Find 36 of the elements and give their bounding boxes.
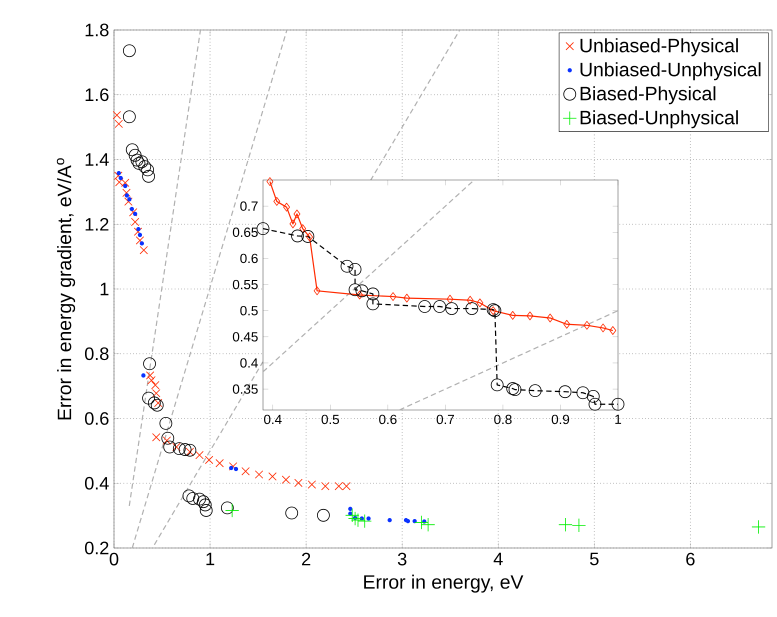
y-tick-label: 0.35 [232, 384, 258, 394]
y-axis-title: Error in energy gradient, eV/A$^{o}$ [56, 158, 76, 420]
y-tick-label: 0.4 [84, 476, 109, 490]
legend-label: Biased-Physical [580, 86, 716, 104]
y-tick-label: 0.45 [232, 332, 258, 342]
x-axis-title: Error in energy, eV [364, 574, 524, 593]
x-tick-label: 0.7 [436, 414, 454, 424]
x-tick-label: 2 [302, 552, 310, 566]
y-tick-label: 0.65 [232, 228, 258, 237]
x-tick-label: 0.6 [379, 414, 397, 424]
y-tick-label: 0.8 [84, 347, 108, 360]
x-tick-label: 1 [206, 552, 214, 566]
y-tick-label: 1.6 [86, 88, 108, 102]
x-tick-label: 0 [110, 552, 118, 566]
x-tick-label: 0.8 [494, 414, 512, 424]
x-tick-label: 0.9 [552, 414, 570, 424]
x-tick-label: 3 [398, 552, 406, 566]
y-tick-label: 1 [100, 282, 108, 296]
x-tick-label: 1 [615, 414, 622, 424]
y-tick-label: 0.5 [240, 306, 258, 316]
x-tick-label: 4 [494, 552, 503, 566]
x-tick-label: 0.5 [322, 414, 340, 424]
legend-label: Biased-Unphysical [580, 110, 738, 128]
y-tick-label: 0.4 [240, 358, 258, 368]
y-tick-label: 1.2 [86, 218, 108, 231]
y-tick-label: 0.6 [240, 254, 258, 264]
y-tick-label: 1.4 [86, 153, 109, 166]
x-tick-label: 5 [590, 552, 599, 566]
y-tick-label: 0.7 [240, 201, 258, 211]
y-tick-label: 0.55 [232, 280, 258, 290]
x-tick-label: 0.4 [264, 414, 282, 424]
legend-label: Unbiased-Physical [580, 38, 738, 56]
y-tick-label: 0.2 [84, 542, 108, 554]
y-tick-label: 1.8 [86, 24, 108, 36]
legend-label: Unbiased-Unphysical [580, 62, 760, 80]
x-tick-label: 6 [686, 552, 695, 566]
